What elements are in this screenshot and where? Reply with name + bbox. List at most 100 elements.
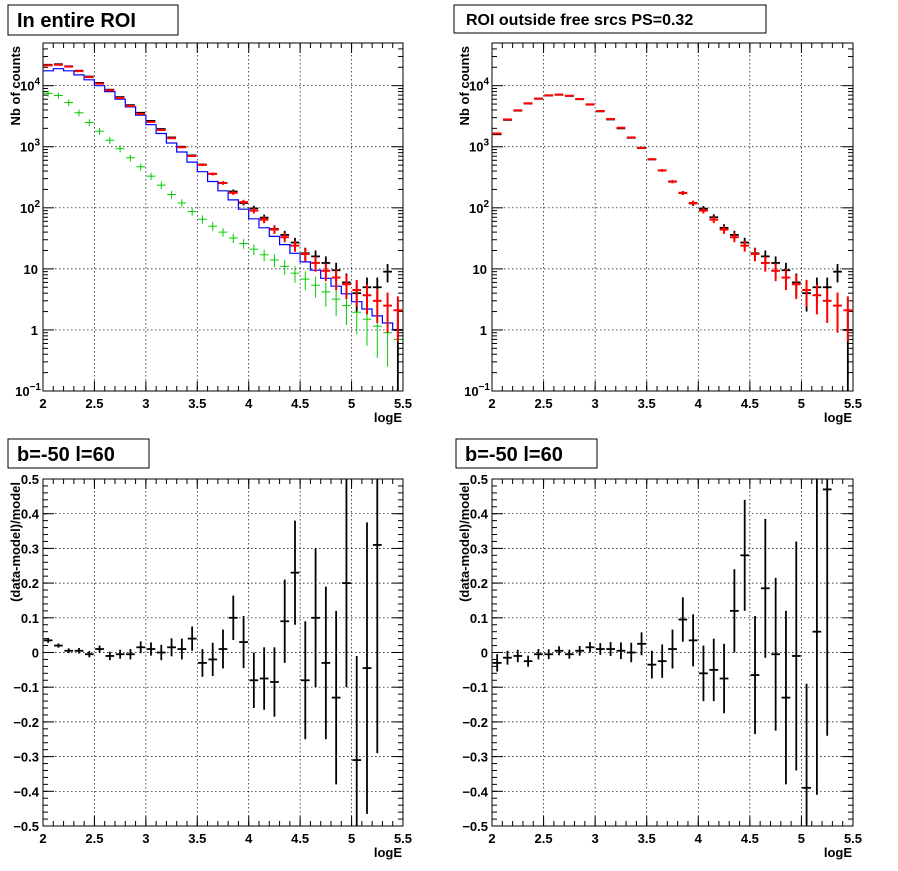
x-tick-label: 4 bbox=[245, 831, 253, 846]
data-point bbox=[105, 136, 115, 144]
data-point bbox=[657, 644, 667, 678]
data-point bbox=[719, 643, 729, 714]
series-1 bbox=[492, 479, 832, 826]
pad-title: b=-50 l=60 bbox=[465, 444, 563, 466]
data-point bbox=[239, 616, 248, 669]
pad-title-box bbox=[7, 438, 150, 469]
data-point bbox=[503, 650, 512, 665]
x-tick-label: 2.5 bbox=[535, 831, 553, 846]
x-tick-label: 4.5 bbox=[741, 831, 759, 846]
data-point bbox=[637, 146, 646, 149]
data-point bbox=[54, 643, 63, 648]
y-tick-label: −0.1 bbox=[13, 680, 39, 695]
data-point bbox=[43, 637, 53, 643]
chart-panel-3: 2 2.5 3 3.5 4 4.5 5 5.5 −0.5 −0.4 −0.3 −0.2 −0.1 0 0.1… bbox=[7, 438, 412, 860]
data-point bbox=[187, 155, 197, 158]
series-2 bbox=[43, 90, 403, 373]
y-tick-label: 0.3 bbox=[21, 541, 39, 556]
data-point bbox=[781, 610, 791, 785]
data-point bbox=[678, 190, 688, 195]
data-point bbox=[730, 232, 739, 243]
data-point bbox=[699, 207, 708, 214]
chart-panel-1: 2 2.5 3 3.5 4 4.5 5 5.5 10−1 1 10 102 103 104 logE Nb o… bbox=[7, 4, 412, 425]
x-tick-label: 2.5 bbox=[535, 396, 553, 411]
data-point bbox=[822, 479, 832, 736]
data-point bbox=[311, 548, 320, 688]
data-point bbox=[115, 649, 125, 659]
y-tick-label: 1 bbox=[31, 323, 38, 338]
data-point bbox=[321, 586, 331, 740]
data-point bbox=[719, 225, 729, 234]
data-point bbox=[105, 651, 115, 661]
data-point bbox=[647, 158, 657, 161]
data-point bbox=[218, 629, 228, 669]
data-point bbox=[270, 225, 279, 234]
data-point bbox=[791, 541, 801, 771]
y-tick-label: 0.5 bbox=[470, 472, 488, 487]
y-tick-label: −0.5 bbox=[462, 819, 488, 834]
data-point bbox=[791, 274, 801, 300]
y-tick-label: −0.3 bbox=[13, 750, 39, 765]
data-point bbox=[668, 629, 677, 669]
x-tick-label: 3.5 bbox=[638, 396, 656, 411]
data-point bbox=[300, 248, 310, 262]
data-point bbox=[771, 263, 781, 282]
data-point bbox=[95, 645, 104, 653]
plot-frame bbox=[42, 478, 404, 827]
data-point bbox=[492, 654, 502, 672]
data-point bbox=[657, 169, 667, 172]
series-2 bbox=[492, 93, 853, 342]
data-point bbox=[146, 172, 156, 181]
data-point bbox=[362, 522, 372, 814]
y-tick-label: 0.4 bbox=[470, 507, 489, 522]
data-point bbox=[95, 127, 104, 135]
x-tick-label: 4.5 bbox=[741, 396, 759, 411]
data-point bbox=[688, 200, 698, 206]
data-point bbox=[177, 146, 187, 149]
data-point bbox=[626, 642, 636, 663]
y-tick-label: 104 bbox=[469, 77, 489, 94]
data-point bbox=[595, 109, 605, 112]
data-point bbox=[812, 284, 822, 315]
series-step-line bbox=[43, 68, 403, 331]
data-point bbox=[280, 259, 290, 275]
data-point bbox=[781, 269, 791, 291]
data-point bbox=[249, 244, 259, 256]
data-point bbox=[321, 263, 331, 282]
data-point bbox=[342, 479, 351, 688]
data-point bbox=[177, 199, 187, 208]
y-tick-label: 10−1 bbox=[464, 382, 490, 399]
y-tick-label: 10 bbox=[473, 262, 487, 277]
data-point bbox=[290, 520, 300, 625]
data-point bbox=[383, 292, 392, 333]
data-point bbox=[239, 239, 248, 249]
series-4 bbox=[43, 63, 403, 342]
x-tick-label: 3 bbox=[142, 396, 149, 411]
data-point bbox=[84, 651, 94, 658]
x-tick-label: 5 bbox=[798, 396, 805, 411]
data-point bbox=[167, 190, 176, 199]
data-point bbox=[513, 649, 523, 663]
data-point bbox=[843, 296, 853, 342]
data-point bbox=[156, 129, 166, 132]
y-tick-label: 0.1 bbox=[21, 611, 39, 626]
x-tick-label: 2 bbox=[488, 831, 495, 846]
data-point bbox=[606, 642, 615, 656]
data-point bbox=[167, 137, 176, 140]
y-tick-label: 0 bbox=[481, 646, 488, 661]
y-tick-label: −0.5 bbox=[13, 819, 39, 834]
data-point bbox=[575, 645, 585, 656]
data-point bbox=[270, 647, 279, 717]
data-point bbox=[688, 614, 698, 667]
data-point bbox=[802, 683, 811, 826]
data-point bbox=[740, 499, 750, 611]
y-axis-title: Nb of counts bbox=[457, 46, 472, 125]
x-tick-label: 3 bbox=[142, 831, 149, 846]
data-point bbox=[802, 279, 811, 307]
chart-panel-4: 2 2.5 3 3.5 4 4.5 5 5.5 −0.5 −0.4 −0.3 −0.2 −0.1 0 0.1… bbox=[455, 438, 862, 860]
y-tick-label: −0.4 bbox=[13, 784, 39, 799]
data-point bbox=[637, 632, 646, 656]
y-axis-title: (data-model)/model bbox=[8, 482, 23, 602]
data-point bbox=[342, 274, 351, 300]
data-point bbox=[740, 240, 750, 252]
